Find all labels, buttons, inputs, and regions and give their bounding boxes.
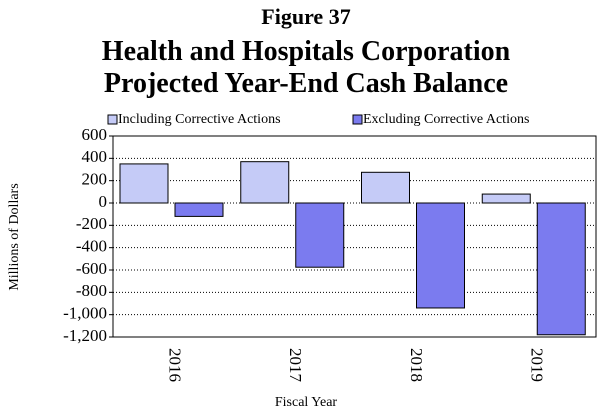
x-tick-label: 2018	[407, 348, 426, 382]
y-axis-label: Millions of Dollars	[7, 183, 22, 290]
y-tick-label: 200	[82, 170, 108, 189]
y-tick-label: -400	[76, 237, 107, 256]
legend-swatch	[107, 114, 118, 125]
x-tick-label: 2019	[528, 348, 547, 382]
bar	[295, 202, 345, 268]
bar	[536, 202, 586, 336]
y-tick-label: -200	[76, 214, 107, 233]
y-tick-label: 400	[82, 147, 108, 166]
y-tick-label: -600	[76, 259, 107, 278]
y-tick-label: -1,000	[63, 304, 107, 323]
y-tick-label: -1,200	[63, 326, 107, 345]
bar	[361, 171, 410, 204]
x-axis-label: Fiscal Year	[275, 395, 338, 410]
legend-label: Excluding Corrective Actions	[363, 112, 529, 127]
bar	[119, 163, 169, 204]
bar	[174, 202, 224, 217]
chart-title: Figure 37	[261, 4, 350, 29]
legend-swatch	[352, 114, 363, 125]
x-tick-label: 2017	[286, 348, 305, 383]
y-tick-label: -800	[76, 281, 107, 300]
legend-label: Including Corrective Actions	[118, 112, 281, 127]
bar	[240, 161, 290, 204]
bar	[416, 202, 465, 309]
plot-border	[112, 135, 597, 338]
chart-title: Health and Hospitals Corporation	[102, 36, 511, 67]
x-tick-label: 2016	[165, 348, 184, 382]
bar	[481, 193, 531, 204]
y-tick-label: 0	[99, 192, 108, 211]
y-tick-label: 600	[82, 125, 108, 144]
chart-title: Projected Year-End Cash Balance	[104, 68, 508, 99]
